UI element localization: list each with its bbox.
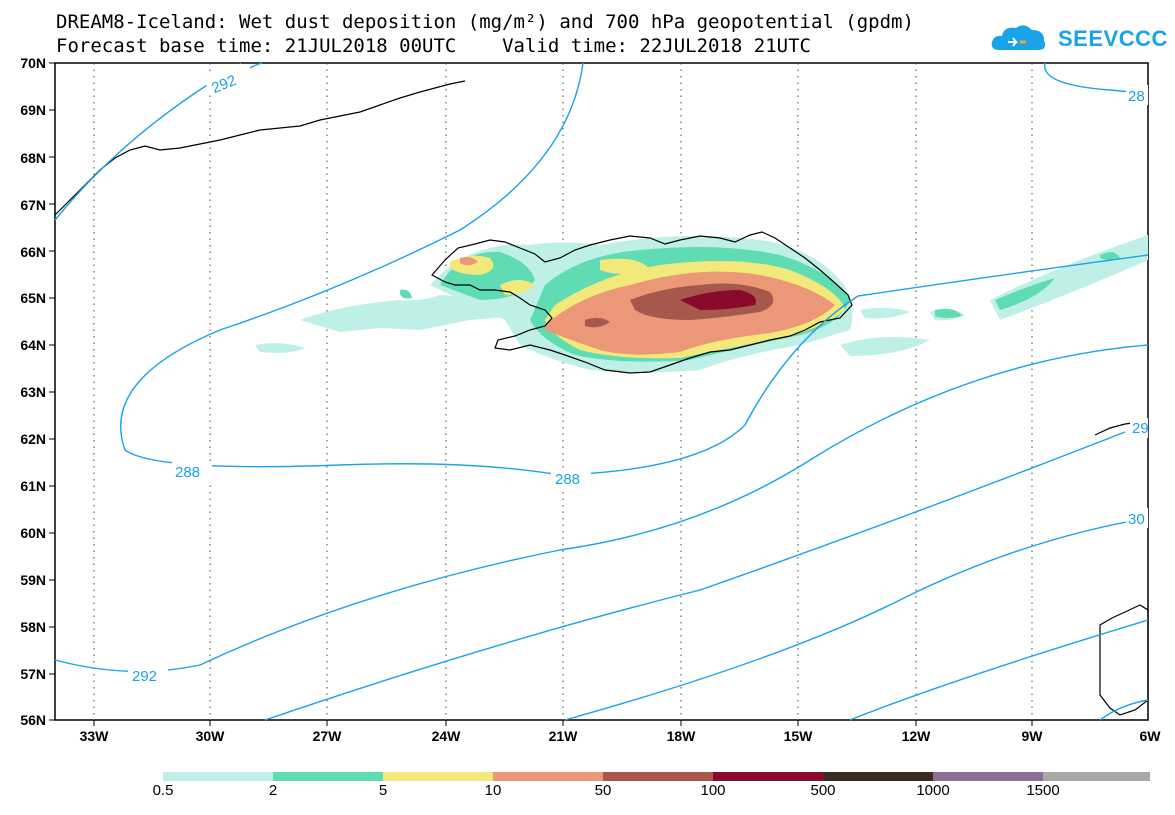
colorbar-label: 100 bbox=[700, 782, 726, 799]
lon-label: 6W bbox=[1140, 728, 1162, 744]
lon-label: 9W bbox=[1022, 728, 1044, 744]
colorbar-label: 0.5 bbox=[152, 782, 174, 799]
map-title: DREAM8-Iceland: Wet dust deposition (mg/… bbox=[56, 11, 914, 33]
contour-label: 288 bbox=[175, 464, 200, 481]
lat-label: 65N bbox=[20, 290, 46, 306]
lat-label: 63N bbox=[20, 384, 46, 400]
colorbar-swatch bbox=[823, 772, 933, 781]
lon-label: 12W bbox=[902, 728, 932, 744]
contour-label: 30 bbox=[1128, 511, 1145, 528]
colorbar bbox=[163, 772, 1150, 781]
contour-label: 28 bbox=[1128, 88, 1145, 105]
lat-label: 60N bbox=[20, 525, 46, 541]
lon-ticks bbox=[93, 720, 1033, 726]
lat-label: 64N bbox=[20, 337, 46, 353]
lat-label: 67N bbox=[20, 197, 46, 213]
lat-label: 59N bbox=[20, 572, 46, 588]
colorbar-label: 500 bbox=[810, 782, 836, 799]
cloud-logo-icon bbox=[991, 25, 1046, 50]
lat-label: 56N bbox=[20, 712, 46, 728]
map-subtitle: Forecast base time: 21JUL2018 00UTC Vali… bbox=[56, 35, 811, 57]
colorbar-label: 1000 bbox=[916, 782, 950, 799]
lon-label: 27W bbox=[313, 728, 343, 744]
colorbar-swatch bbox=[273, 772, 383, 781]
lon-label: 24W bbox=[432, 728, 462, 744]
contour-label: 292 bbox=[132, 668, 157, 685]
colorbar-label: 1500 bbox=[1026, 782, 1060, 799]
lon-label: 21W bbox=[549, 728, 579, 744]
iceland-coastline bbox=[431, 231, 853, 374]
colorbar-label: 50 bbox=[594, 782, 612, 799]
colorbar-swatch bbox=[713, 772, 823, 781]
lat-label: 70N bbox=[20, 55, 46, 71]
seevccc-logo-text: SEEVCCC bbox=[1058, 26, 1168, 51]
lat-label: 66N bbox=[20, 244, 46, 260]
lat-label: 69N bbox=[20, 102, 46, 118]
lon-label: 18W bbox=[667, 728, 697, 744]
lat-label: 62N bbox=[20, 431, 46, 447]
lat-label: 61N bbox=[20, 478, 46, 494]
colorbar-swatch bbox=[603, 772, 713, 781]
lon-label: 30W bbox=[196, 728, 226, 744]
colorbar-swatch bbox=[493, 772, 603, 781]
colorbar-label: 2 bbox=[268, 782, 278, 799]
colorbar-swatch bbox=[933, 772, 1043, 781]
contour-label: 29 bbox=[1132, 420, 1149, 437]
lat-label: 58N bbox=[20, 619, 46, 635]
longitude-axis: 33W 30W 27W 24W 21W 18W 15W 12W 9W 6W bbox=[80, 728, 1162, 744]
lat-label: 57N bbox=[20, 666, 46, 682]
lon-label: 15W bbox=[784, 728, 814, 744]
lon-label: 33W bbox=[80, 728, 110, 744]
colorbar-swatch bbox=[1043, 772, 1150, 781]
colorbar-label: 5 bbox=[378, 782, 388, 799]
contour-label: 288 bbox=[555, 471, 580, 488]
lon-gridlines bbox=[93, 63, 1033, 720]
lat-ticks bbox=[49, 62, 55, 721]
lat-label: 68N bbox=[20, 150, 46, 166]
colorbar-label: 10 bbox=[484, 782, 502, 799]
colorbar-swatch bbox=[163, 772, 273, 781]
map-frame bbox=[54, 62, 1149, 721]
dust-deposition-field bbox=[255, 235, 1148, 373]
latitude-axis: 70N 69N 68N 67N 66N 65N 64N 63N 62N 61N … bbox=[20, 55, 46, 728]
colorbar-swatch bbox=[383, 772, 493, 781]
